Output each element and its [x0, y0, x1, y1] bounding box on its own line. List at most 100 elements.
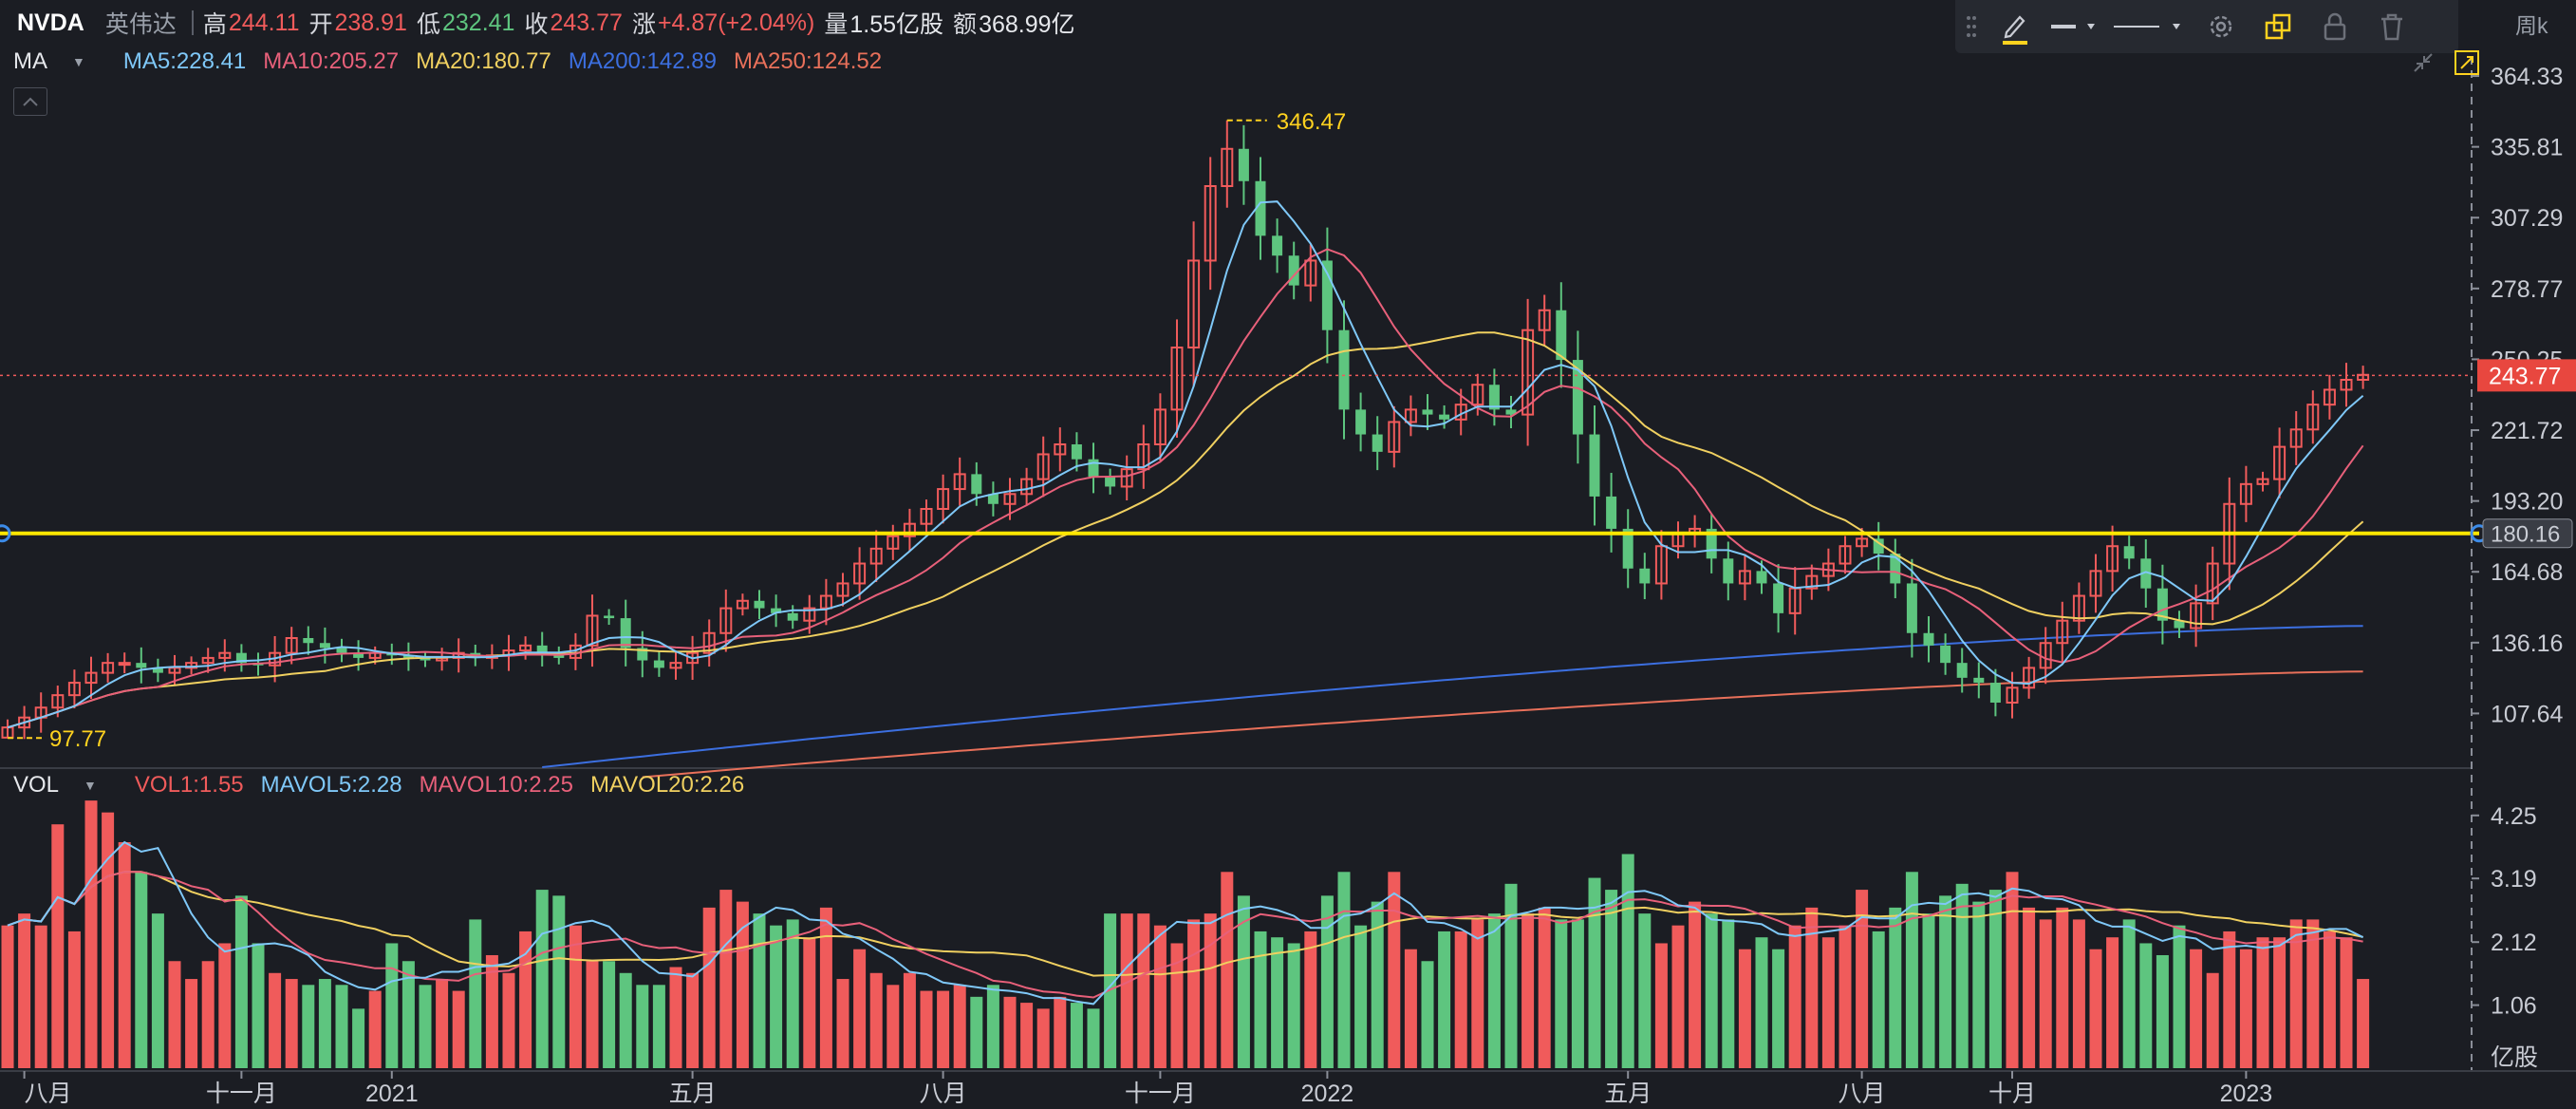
- volume-bar: [652, 985, 665, 1068]
- ma10-line: [7, 248, 2364, 729]
- candle-body: [1288, 255, 1299, 286]
- last-price-label: 243.77: [2489, 363, 2561, 389]
- drag-handle-icon[interactable]: [1955, 0, 1988, 53]
- time-axis-label: 2022: [1301, 1081, 1354, 1107]
- candle-body: [1521, 329, 1535, 416]
- candle-body: [1238, 148, 1249, 181]
- line-width-icon[interactable]: [2107, 0, 2193, 53]
- volume-bar: [1805, 907, 1819, 1068]
- volume-bar: [269, 972, 282, 1068]
- candle-body: [1639, 568, 1651, 584]
- max-price-label: 346.47: [1277, 109, 1346, 135]
- time-axis-label: 五月: [1604, 1081, 1652, 1107]
- stock-symbol[interactable]: NVDA: [17, 9, 84, 36]
- candle-body: [1071, 444, 1082, 460]
- candle-body: [1422, 409, 1433, 415]
- caret-down-icon: ▼: [84, 778, 97, 793]
- volume-bar: [1438, 930, 1451, 1068]
- candle-body: [1105, 477, 1116, 487]
- candle-body: [319, 643, 330, 648]
- time-axis-label: 八月: [25, 1081, 72, 1107]
- volume-bar: [485, 954, 498, 1068]
- change-label: 涨: [631, 11, 656, 38]
- candle-body: [1003, 493, 1017, 505]
- price-tick-label: 193.20: [2491, 489, 2563, 516]
- volume-bar: [753, 913, 766, 1068]
- indicator-selector-volume[interactable]: VOL ▼: [13, 772, 114, 799]
- candle-body: [803, 607, 816, 622]
- candle-body: [1940, 645, 1951, 664]
- candle-body: [1372, 434, 1383, 452]
- trash-icon[interactable]: [2363, 0, 2420, 53]
- volume-bar: [1504, 883, 1518, 1068]
- settings-icon[interactable]: [2193, 0, 2249, 53]
- candle-body: [620, 618, 631, 648]
- volume-bar: [335, 985, 348, 1068]
- volume-bar: [1939, 895, 1952, 1068]
- candle-body: [1388, 421, 1401, 453]
- volume-bar: [2006, 872, 2019, 1068]
- volume-bar: [2273, 937, 2287, 1068]
- candle-body: [869, 547, 883, 565]
- candle-body: [754, 600, 765, 609]
- expand-icon[interactable]: [2450, 47, 2484, 78]
- candle-body: [2206, 562, 2219, 605]
- quote-header: NVDA 英伟达 高 244.11 开 238.91 低 232.41 收 24…: [0, 0, 1085, 46]
- copy-icon[interactable]: [2249, 0, 2306, 53]
- candle-body: [719, 607, 733, 634]
- volume-bar: [1036, 1008, 1050, 1068]
- lock-icon[interactable]: [2306, 0, 2363, 53]
- volume-bar: [2206, 972, 2219, 1068]
- ma200-line: [542, 625, 2363, 768]
- period-selector[interactable]: 周k: [2515, 8, 2548, 40]
- volume-bar: [920, 990, 933, 1068]
- time-axis-label: 五月: [669, 1081, 717, 1107]
- open-value: 238.91: [334, 9, 407, 36]
- volume-bar: [2089, 949, 2102, 1068]
- candle-body: [2239, 482, 2252, 505]
- volume-bar: [18, 913, 31, 1068]
- candle-body: [536, 645, 548, 653]
- indicator-selector-main[interactable]: MA ▼: [13, 48, 103, 75]
- volume-bar: [937, 990, 950, 1068]
- volume-bar: [1003, 996, 1017, 1068]
- candle-body: [1572, 360, 1583, 435]
- candle-body: [2106, 545, 2119, 573]
- volume-bar: [2173, 925, 2186, 1068]
- volume-bar: [1153, 925, 1167, 1068]
- volume-bar: [1070, 1003, 1083, 1068]
- volume-unit-label: 亿股: [2491, 1044, 2538, 1071]
- volume-bar: [419, 985, 432, 1068]
- price-tick-label: 164.68: [2491, 559, 2563, 586]
- volume-bar: [1054, 996, 1067, 1068]
- candle-body: [819, 594, 832, 610]
- volume-bar: [218, 943, 232, 1068]
- line-style-icon[interactable]: [2041, 0, 2107, 53]
- candle-body: [1204, 185, 1217, 262]
- collapse-legend-button[interactable]: [13, 87, 47, 116]
- volume-bar: [67, 930, 81, 1068]
- volume-bar: [201, 961, 215, 1068]
- volume-bar: [2289, 919, 2303, 1068]
- pencil-icon[interactable]: [1988, 0, 2041, 53]
- open-label: 开: [308, 11, 333, 38]
- candle-body: [2056, 619, 2069, 645]
- time-axis-label: 2023: [2220, 1081, 2273, 1107]
- volume-tick-label: 1.06: [2491, 993, 2537, 1020]
- candle-body: [1505, 409, 1517, 415]
- candle-body: [84, 671, 98, 685]
- volume-bar: [1872, 930, 1885, 1068]
- volume-bar: [1605, 890, 1618, 1068]
- volume-bar: [102, 812, 115, 1068]
- shrink-icon[interactable]: [2406, 47, 2440, 78]
- candle-body: [1338, 329, 1350, 410]
- volume-bar: [452, 990, 465, 1068]
- candle-body: [1054, 443, 1067, 456]
- volume-bar: [2323, 930, 2336, 1068]
- candle-body: [420, 657, 431, 661]
- candle-body: [586, 614, 599, 647]
- high-value: 244.11: [228, 9, 300, 36]
- candle-body: [2089, 570, 2102, 597]
- candle-body: [1906, 583, 1917, 633]
